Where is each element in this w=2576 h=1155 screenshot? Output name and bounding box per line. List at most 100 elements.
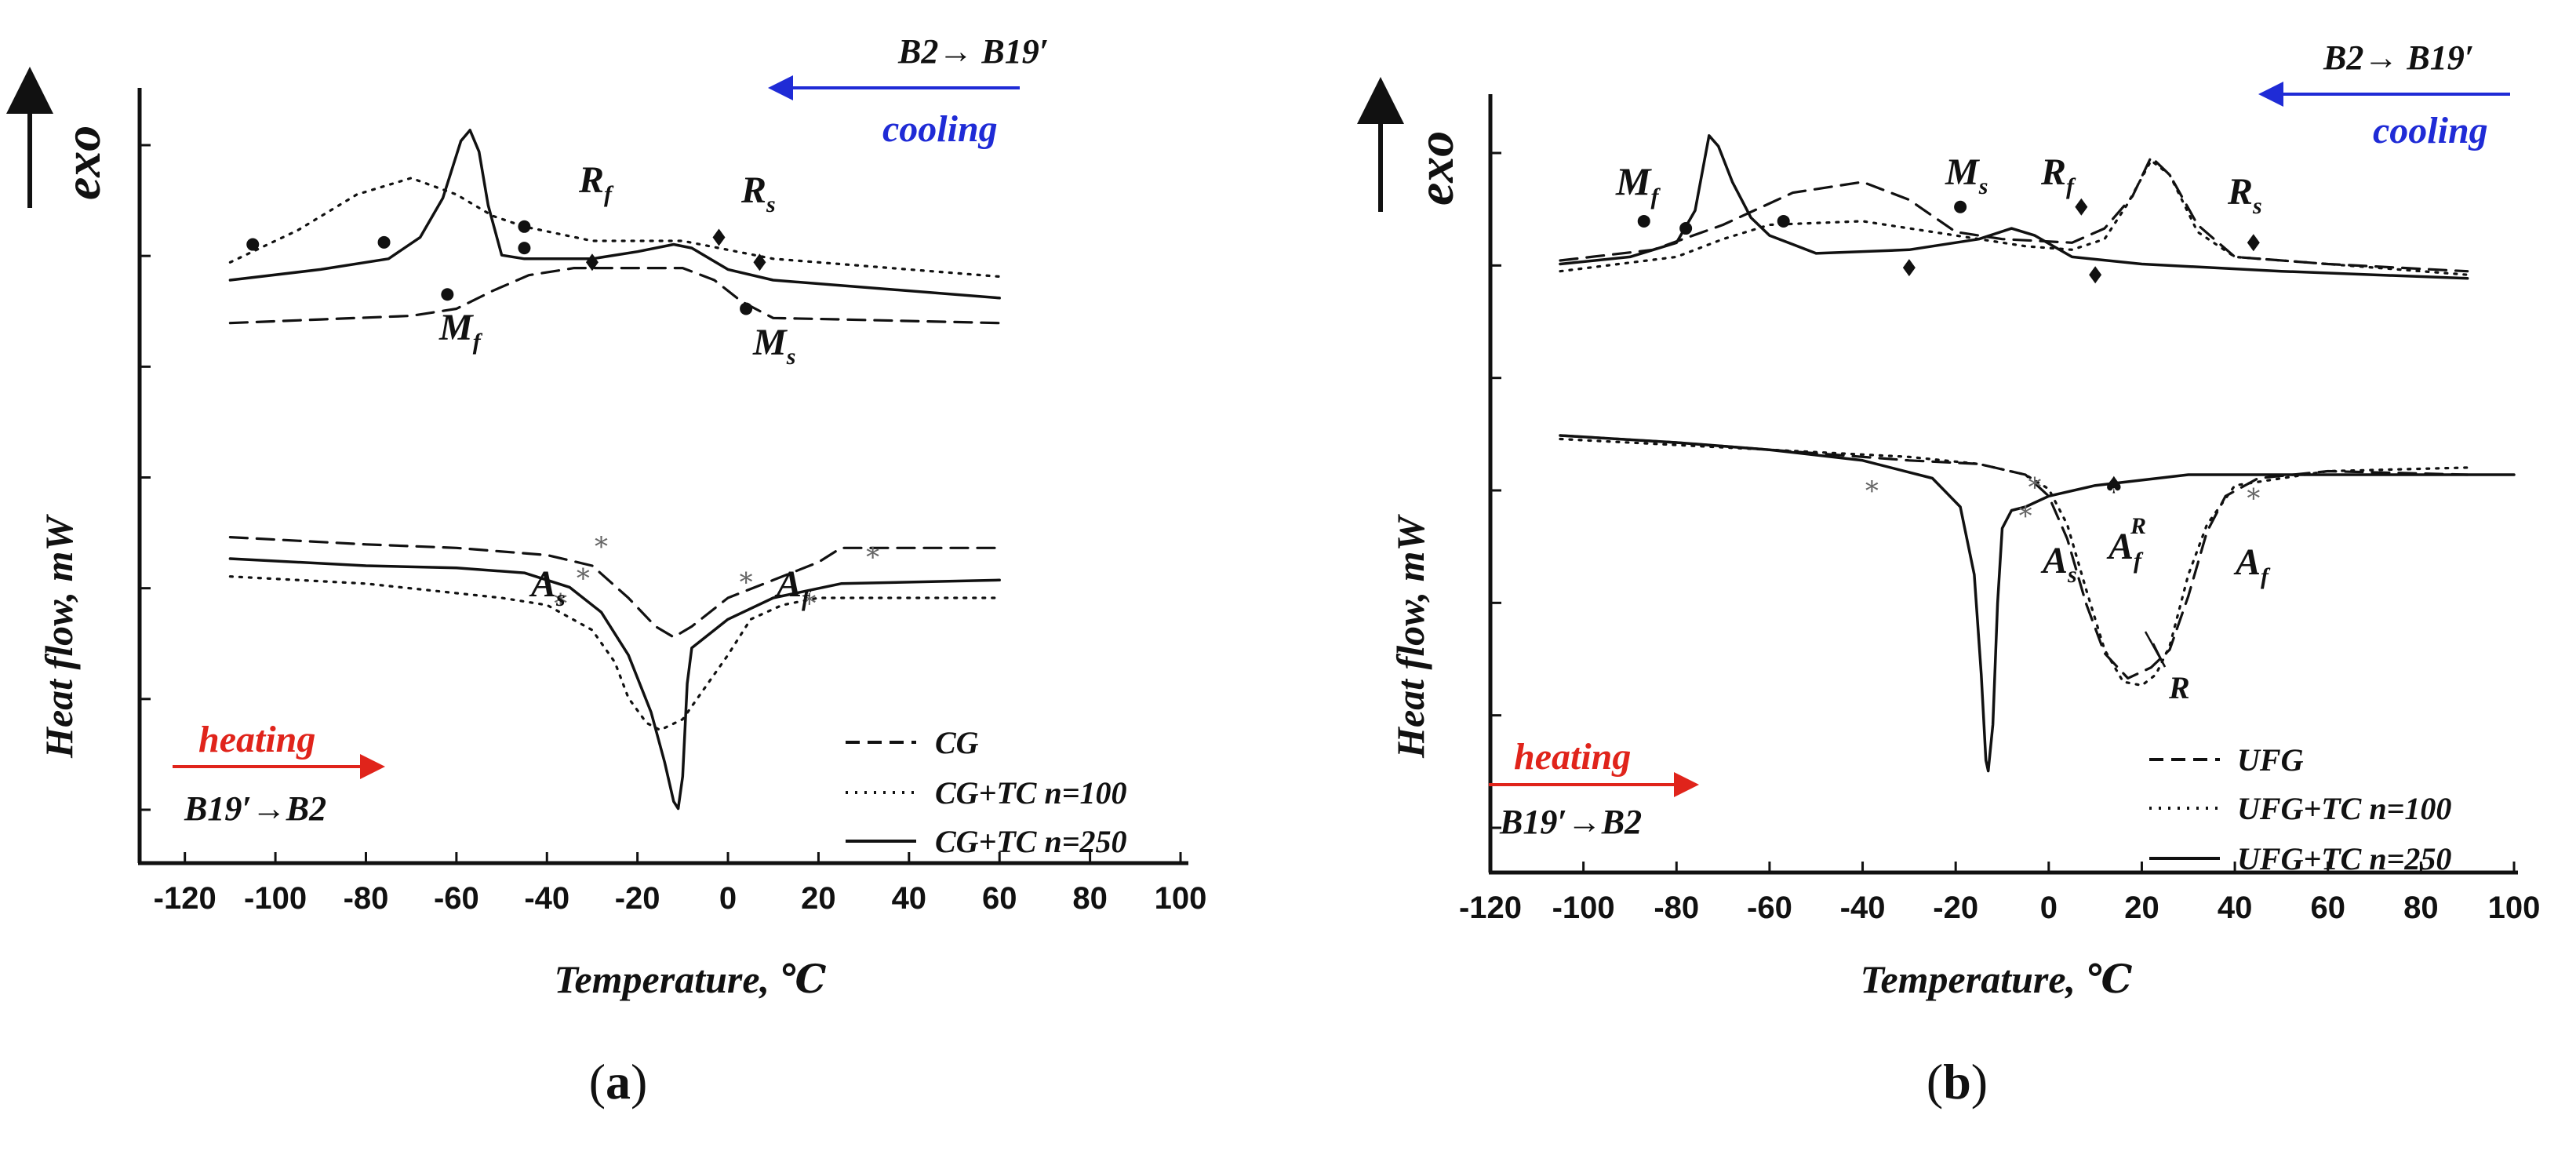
y-ticks [1490, 151, 1501, 829]
cooling-label: cooling [882, 108, 998, 150]
marker-dot [518, 242, 531, 255]
x-tick-label: -40 [524, 881, 569, 916]
x-tick-label: -100 [1552, 891, 1615, 925]
marker-diamond [2075, 198, 2088, 216]
label-Rs: Rs [740, 169, 776, 217]
series-cg-heating [228, 536, 1001, 639]
label-Mf: Mf [1615, 159, 1661, 210]
heating-label: heating [1514, 736, 1631, 778]
marker-dot [1679, 222, 1693, 235]
label-Af: Af [774, 563, 812, 611]
legend: UFG UFG+TC n=100 UFG+TC n=250 [2149, 742, 2451, 876]
x-tick-label: -80 [1654, 891, 1699, 925]
x-axis-title: Temperature, ℃ [555, 957, 827, 1001]
marker-star: * [2028, 472, 2042, 504]
x-tick-label: -100 [244, 881, 307, 916]
x-tick-label: -80 [344, 881, 389, 916]
y-axis-title: Heat flow, mW [37, 514, 81, 759]
heating-label: heating [198, 719, 315, 760]
legend-label-CG-TC-250: CG+TC n=250 [935, 824, 1127, 859]
label-Ms: Ms [1945, 151, 1988, 199]
label-As: As [529, 563, 566, 611]
cooling-transition-label: B2→ B19′ [897, 32, 1049, 71]
marker-star: * [2019, 501, 2032, 532]
R-pointer-2 [2152, 643, 2167, 668]
series-ufg-heating [1559, 434, 2469, 680]
panel-a: exo Heat flow, mW -120 -100 -80 -60 -40 -20 0 2… [5, 32, 1207, 1109]
marker-star: * [2247, 483, 2260, 514]
marker-dot [518, 220, 531, 233]
marker-star: * [577, 563, 590, 595]
panel-b: exo Heat flow, mW -120 -100 -80 -60 -40 -20 0 2… [1357, 38, 2540, 1109]
marker-star: * [595, 531, 608, 563]
exo-label: exo [1407, 131, 1464, 206]
x-ticks: -120 -100 -80 -60 -40 -20 0 20 40 60 80 100 [1459, 862, 2540, 925]
x-tick-label: 60 [2310, 891, 2345, 925]
marker-spade: ♠ [2103, 472, 2124, 500]
marker-star: * [740, 567, 753, 598]
x-tick-label: 100 [2488, 891, 2541, 925]
x-tick-label: 0 [2040, 891, 2058, 925]
marker-star: * [1865, 475, 1879, 507]
x-tick-label: -20 [1933, 891, 1978, 925]
marker-diamond [753, 253, 766, 271]
label-Mf: Mf [438, 307, 483, 355]
y-axis-title: Heat flow, mW [1388, 514, 1432, 759]
point-labels: Mf Ms Rf Rs As AfR Af R [1615, 151, 2271, 705]
dsc-curves [228, 129, 1001, 811]
panel-caption-b: (b) [1927, 1054, 1988, 1109]
exo-label: exo [54, 126, 111, 200]
x-tick-label: -60 [434, 881, 479, 916]
x-tick-label: -20 [615, 881, 660, 916]
x-axis-title: Temperature, ℃ [1861, 957, 2133, 1001]
panel-caption-a: (a) [589, 1054, 648, 1109]
label-R: R [2168, 670, 2190, 705]
transition-markers: * ***♠ [1637, 198, 2260, 532]
x-tick-label: 80 [2403, 891, 2439, 925]
legend-label-UFG-TC-100: UFG+TC n=100 [2237, 791, 2451, 826]
marker-dot [1777, 214, 1790, 228]
x-tick-label: -40 [1840, 891, 1886, 925]
x-tick-label: 0 [719, 881, 737, 916]
transition-markers: ****** [246, 220, 879, 620]
series-ufg-tc-n-250-heating [1559, 434, 2516, 773]
marker-diamond [585, 253, 599, 271]
legend-label-CG-TC-100: CG+TC n=100 [935, 775, 1127, 811]
marker-star: * [866, 541, 879, 573]
x-tick-label: 20 [2124, 891, 2159, 925]
label-Af: Af [2233, 541, 2271, 589]
legend: CG CG+TC n=100 CG+TC n=250 [846, 725, 1127, 859]
x-tick-label: -120 [154, 881, 216, 916]
marker-diamond [712, 228, 726, 246]
marker-dot [740, 302, 753, 315]
series-cg-tc-n-100-cooling [228, 177, 1001, 279]
label-Rf: Rf [578, 159, 614, 207]
label-Rf: Rf [2040, 151, 2076, 199]
cooling-transition-label: B2→ B19′ [2323, 38, 2474, 77]
marker-dot [246, 238, 260, 251]
x-tick-label: 80 [1072, 881, 1108, 916]
legend-label-UFG-TC-250: UFG+TC n=250 [2237, 841, 2451, 876]
y-ticks [140, 144, 151, 811]
x-tick-label: -120 [1459, 891, 1522, 925]
marker-dot [377, 235, 391, 249]
label-Rs: Rs [2227, 171, 2262, 219]
label-Ms: Ms [752, 322, 795, 370]
heating-transition-label: B19′→B2 [184, 789, 326, 828]
x-tick-label: 100 [1155, 881, 1207, 916]
series-cg-tc-n-250-heating [228, 557, 1001, 811]
marker-dot [1954, 200, 1967, 213]
marker-dot [441, 288, 454, 301]
x-tick-label: 40 [892, 881, 927, 916]
marker-diamond [2247, 234, 2260, 252]
x-ticks: -120 -100 -80 -60 -40 -20 0 20 40 60 80 100 [154, 852, 1207, 916]
cooling-label: cooling [2373, 110, 2488, 151]
dsc-curves [1559, 134, 2516, 773]
label-As: As [2040, 540, 2077, 588]
series-ufg-tc-n-100-heating [1559, 437, 2469, 687]
legend-label-CG: CG [935, 725, 979, 760]
marker-diamond [1902, 259, 1916, 277]
x-tick-label: 20 [801, 881, 836, 916]
x-tick-label: -60 [1747, 891, 1792, 925]
